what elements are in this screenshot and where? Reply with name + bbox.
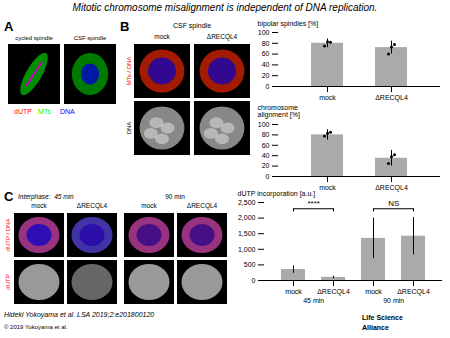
svg-text:****: ****	[308, 199, 320, 208]
html-text:A: A	[4, 19, 14, 34]
html-text:dUTP: dUTP	[14, 108, 32, 115]
html-text:Mitotic chromosome misalignmen: Mitotic chromosome misalignment is indep…	[72, 2, 378, 13]
html-text:MTs / DNA: MTs / DNA	[126, 56, 132, 86]
html-text:ΔRECQL4: ΔRECQL4	[206, 33, 238, 40]
html-text:DNA: DNA	[60, 108, 75, 115]
svg-text:60: 60	[262, 50, 270, 57]
svg-text:0: 0	[266, 173, 270, 180]
svg-text:40: 40	[262, 61, 270, 68]
html-text:mock: mock	[154, 33, 170, 40]
html-text:© 2019 Yokoyama et al.: © 2019 Yokoyama et al.	[4, 324, 68, 330]
html-text:CSF spindle: CSF spindle	[172, 22, 212, 29]
html-text:dUTP: dUTP	[5, 274, 11, 290]
html-text:Hideki Yokoyama et al. LSA 201: Hideki Yokoyama et al. LSA 2019;2:e20180…	[4, 311, 155, 318]
svg-text:mock: mock	[319, 94, 336, 101]
html-text:CSF spindle: CSF spindle	[73, 35, 107, 41]
svg-text:chromosomealignment [%]: chromosomealignment [%]	[258, 104, 300, 119]
svg-text:500: 500	[244, 261, 256, 268]
html-text:mock: mock	[31, 202, 47, 209]
svg-text:20: 20	[262, 162, 270, 169]
svg-text:20: 20	[262, 72, 270, 79]
html-text:ΔRECQL4: ΔRECQL4	[76, 202, 108, 209]
svg-text:2,000: 2,000	[238, 214, 256, 221]
svg-text:40: 40	[262, 152, 270, 159]
svg-text:mock: mock	[319, 184, 336, 191]
svg-text:1,000: 1,000	[238, 246, 256, 253]
svg-text:ΔRECQL4: ΔRECQL4	[375, 94, 408, 102]
svg-text:dUTP incorporation [a.u.]: dUTP incorporation [a.u.]	[238, 190, 316, 198]
svg-text:NS: NS	[388, 199, 399, 208]
html-text:MTs: MTs	[38, 108, 51, 115]
svg-text:2,500: 2,500	[238, 199, 256, 206]
svg-text:ΔRECQL4: ΔRECQL4	[317, 288, 350, 296]
svg-text:100: 100	[258, 29, 270, 36]
svg-text:bipolar spindles [%]: bipolar spindles [%]	[258, 20, 319, 28]
svg-text:0: 0	[252, 277, 256, 284]
svg-text:mock: mock	[365, 288, 382, 295]
html-text:dUTP / DNA: dUTP / DNA	[5, 218, 11, 252]
html-text:C: C	[4, 189, 14, 204]
svg-text:90 min: 90 min	[383, 297, 404, 304]
html-text:cycled spindle: cycled spindle	[15, 35, 53, 41]
svg-text:60: 60	[262, 142, 270, 149]
svg-text:80: 80	[262, 40, 270, 47]
svg-text:ΔRECQL4: ΔRECQL4	[375, 184, 408, 192]
svg-text:1,500: 1,500	[238, 230, 256, 237]
html-text:Interphase: 45 min: Interphase: 45 min	[18, 193, 74, 200]
html-text:DNA: DNA	[126, 121, 132, 135]
svg-text:0: 0	[266, 83, 270, 90]
html-text:B: B	[120, 19, 130, 34]
svg-text:100: 100	[258, 121, 270, 128]
html-text:Life Science: Life Science	[362, 314, 403, 321]
svg-text:ΔRECQL4: ΔRECQL4	[397, 288, 430, 296]
html-text:mock: mock	[141, 202, 157, 209]
svg-text:45 min: 45 min	[303, 297, 324, 304]
svg-text:80: 80	[262, 131, 270, 138]
svg-text:mock: mock	[285, 288, 302, 295]
html-text:90 min: 90 min	[165, 193, 185, 200]
html-text:ΔRECQL4: ΔRECQL4	[186, 202, 218, 209]
html-text:Alliance: Alliance	[362, 324, 389, 331]
